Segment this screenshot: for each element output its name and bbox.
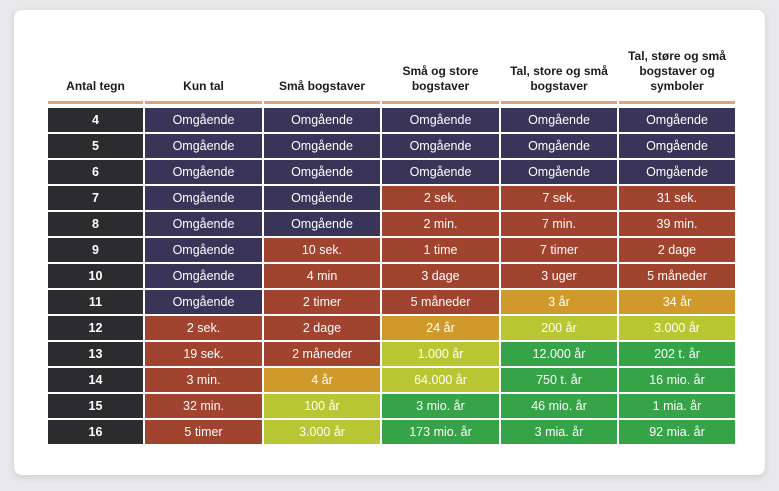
crack-time-cell: Omgående: [619, 108, 735, 134]
crack-time-cell: Omgående: [145, 290, 262, 316]
crack-time-cell: 100 år: [264, 394, 380, 420]
crack-time-cell: 12.000 år: [501, 342, 617, 368]
row-char-count: 9: [48, 238, 143, 264]
crack-time-cell: Omgående: [145, 212, 262, 238]
crack-time-cell: 2 min.: [382, 212, 499, 238]
header-digits-mixed-case-symbols: Tal, støre og små bogstaver og symboler: [619, 34, 735, 104]
crack-time-cell: 2 sek.: [382, 186, 499, 212]
crack-time-cell: Omgående: [145, 134, 262, 160]
crack-time-cell: Omgående: [382, 134, 499, 160]
row-char-count: 14: [48, 368, 143, 394]
crack-time-cell: Omgående: [145, 264, 262, 290]
header-lowercase: Små bogstaver: [264, 34, 380, 104]
header-digits-only: Kun tal: [145, 34, 262, 104]
row-char-count: 12: [48, 316, 143, 342]
crack-time-cell: Omgående: [382, 160, 499, 186]
crack-time-cell: 34 år: [619, 290, 735, 316]
table-row: 5 Omgående Omgående Omgående Omgående Omgåend…: [48, 134, 735, 160]
crack-time-cell: 16 mio. år: [619, 368, 735, 394]
crack-time-cell: 200 år: [501, 316, 617, 342]
table-row: 13 19 sek. 2 måneder 1.000 år 12.000 år 202 t…: [48, 342, 735, 368]
header-row: Antal tegn Kun tal Små bogstaver Små og …: [48, 34, 735, 104]
crack-time-cell: 4 år: [264, 368, 380, 394]
row-char-count: 8: [48, 212, 143, 238]
crack-time-cell: 2 sek.: [145, 316, 262, 342]
row-char-count: 5: [48, 134, 143, 160]
crack-time-cell: 1.000 år: [382, 342, 499, 368]
crack-time-cell: 7 sek.: [501, 186, 617, 212]
header-char-count: Antal tegn: [48, 34, 143, 104]
crack-time-cell: Omgående: [501, 108, 617, 134]
crack-time-cell: 3 uger: [501, 264, 617, 290]
crack-time-cell: 31 sek.: [619, 186, 735, 212]
crack-time-cell: 1 mia. år: [619, 394, 735, 420]
table-row: 15 32 min. 100 år 3 mio. år 46 mio. år 1 mia.…: [48, 394, 735, 420]
crack-time-cell: 4 min: [264, 264, 380, 290]
row-char-count: 7: [48, 186, 143, 212]
crack-time-cell: 3.000 år: [264, 420, 380, 446]
crack-time-cell: 24 år: [382, 316, 499, 342]
crack-time-cell: 2 dage: [619, 238, 735, 264]
crack-time-cell: Omgående: [619, 134, 735, 160]
table-row: 10 Omgående 4 min 3 dage 3 uger 5 måneder: [48, 264, 735, 290]
crack-time-cell: 173 mio. år: [382, 420, 499, 446]
row-char-count: 11: [48, 290, 143, 316]
crack-time-cell: 2 timer: [264, 290, 380, 316]
crack-time-cell: Omgående: [264, 186, 380, 212]
header-digits-mixed-case: Tal, store og små bogstaver: [501, 34, 617, 104]
crack-time-cell: 1 time: [382, 238, 499, 264]
crack-time-cell: 2 måneder: [264, 342, 380, 368]
crack-time-cell: 10 sek.: [264, 238, 380, 264]
crack-time-cell: Omgående: [619, 160, 735, 186]
crack-time-cell: 3 dage: [382, 264, 499, 290]
crack-time-cell: 19 sek.: [145, 342, 262, 368]
crack-time-cell: 3 mia. år: [501, 420, 617, 446]
row-char-count: 13: [48, 342, 143, 368]
crack-time-cell: 202 t. år: [619, 342, 735, 368]
crack-time-cell: Omgående: [145, 238, 262, 264]
crack-time-cell: Omgående: [501, 160, 617, 186]
table-row: 6 Omgående Omgående Omgående Omgående Omgåend…: [48, 160, 735, 186]
crack-time-cell: Omgående: [145, 108, 262, 134]
crack-time-cell: Omgående: [145, 160, 262, 186]
row-char-count: 6: [48, 160, 143, 186]
crack-time-cell: 7 min.: [501, 212, 617, 238]
crack-time-cell: 3 år: [501, 290, 617, 316]
crack-time-cell: 750 t. år: [501, 368, 617, 394]
table-row: 7 Omgående Omgående 2 sek. 7 sek. 31 sek.: [48, 186, 735, 212]
crack-time-cell: Omgående: [264, 212, 380, 238]
crack-time-cell: Omgående: [264, 134, 380, 160]
crack-time-cell: 64.000 år: [382, 368, 499, 394]
crack-time-cell: 2 dage: [264, 316, 380, 342]
table-row: 4 Omgående Omgående Omgående Omgående Omgåend…: [48, 108, 735, 134]
crack-time-cell: Omgående: [382, 108, 499, 134]
row-char-count: 10: [48, 264, 143, 290]
crack-time-cell: Omgående: [264, 160, 380, 186]
table-row: 12 2 sek. 2 dage 24 år 200 år 3.000 år: [48, 316, 735, 342]
crack-time-cell: 5 timer: [145, 420, 262, 446]
crack-time-cell: Omgående: [264, 108, 380, 134]
table-row: 14 3 min. 4 år 64.000 år 750 t. år 16 mio. år: [48, 368, 735, 394]
table-row: 16 5 timer 3.000 år 173 mio. år 3 mia. år 92 …: [48, 420, 735, 446]
row-char-count: 15: [48, 394, 143, 420]
table-row: 9 Omgående 10 sek. 1 time 7 timer 2 dage: [48, 238, 735, 264]
crack-time-cell: Omgående: [501, 134, 617, 160]
table-row: 8 Omgående Omgående 2 min. 7 min. 39 min.: [48, 212, 735, 238]
crack-time-cell: Omgående: [145, 186, 262, 212]
header-mixed-case: Små og store bogstaver: [382, 34, 499, 104]
crack-time-cell: 3 mio. år: [382, 394, 499, 420]
table-row: 11 Omgående 2 timer 5 måneder 3 år 34 år: [48, 290, 735, 316]
crack-time-cell: 46 mio. år: [501, 394, 617, 420]
crack-time-cell: 3 min.: [145, 368, 262, 394]
crack-time-cell: 3.000 år: [619, 316, 735, 342]
crack-time-cell: 7 timer: [501, 238, 617, 264]
crack-time-cell: 5 måneder: [382, 290, 499, 316]
crack-time-cell: 39 min.: [619, 212, 735, 238]
password-crack-time-table: Antal tegn Kun tal Små bogstaver Små og …: [46, 34, 737, 446]
row-char-count: 4: [48, 108, 143, 134]
crack-time-cell: 92 mia. år: [619, 420, 735, 446]
crack-time-cell: 32 min.: [145, 394, 262, 420]
row-char-count: 16: [48, 420, 143, 446]
crack-time-cell: 5 måneder: [619, 264, 735, 290]
